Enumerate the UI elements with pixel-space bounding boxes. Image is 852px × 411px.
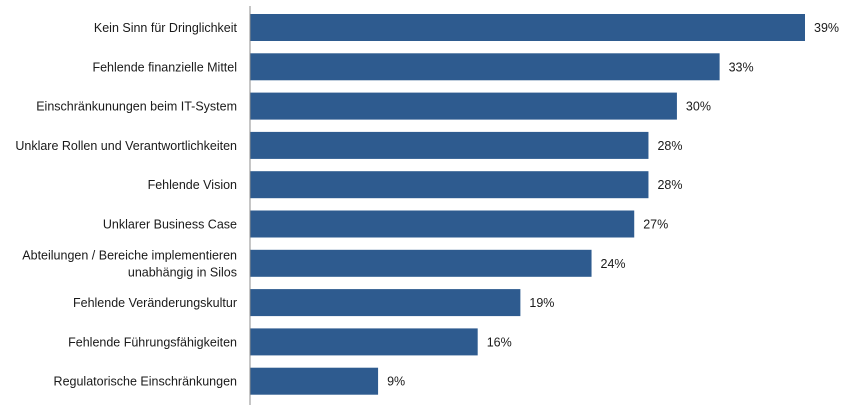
value-label-7: 24% [601, 257, 626, 271]
category-labels-group: Kein Sinn für Dringlichkeit Fehlende fina… [15, 21, 237, 389]
category-label-1: Kein Sinn für Dringlichkeit [94, 21, 238, 35]
category-label-6: Unklarer Business Case [103, 218, 237, 232]
value-label-4: 28% [657, 139, 682, 153]
category-label-5: Fehlende Vision [148, 178, 237, 192]
bar-10 [250, 367, 379, 395]
value-label-5: 28% [657, 178, 682, 192]
category-label-10: Regulatorische Einschränkungen [54, 375, 237, 389]
bars-group [250, 14, 805, 395]
bar-5 [250, 171, 649, 199]
category-label-3: Einschränkunungen beim IT-System [36, 100, 237, 114]
bar-4 [250, 131, 649, 159]
bar-8 [250, 289, 521, 317]
category-label-7: Abteilungen / Bereiche implementieren una… [22, 248, 237, 279]
bar-3 [250, 92, 677, 120]
value-label-9: 16% [487, 335, 512, 349]
bar-9 [250, 328, 478, 356]
value-labels-group: 39% 33% 30% 28% 28% 27% 24% 19% 16% 9% [387, 21, 839, 389]
value-label-10: 9% [387, 375, 405, 389]
category-label-2: Fehlende finanzielle Mittel [92, 60, 237, 74]
value-label-8: 19% [529, 296, 554, 310]
bar-7 [250, 249, 592, 277]
value-label-3: 30% [686, 100, 711, 114]
value-label-1: 39% [814, 21, 839, 35]
category-label-8: Fehlende Veränderungskultur [73, 296, 237, 310]
value-label-2: 33% [729, 60, 754, 74]
bar-1 [250, 14, 805, 41]
category-label-9: Fehlende Führungsfähigkeiten [68, 335, 237, 349]
category-label-4: Unklare Rollen und Verantwortlichkeiten [15, 139, 237, 153]
value-label-6: 27% [643, 218, 668, 232]
bar-6 [250, 210, 635, 238]
bar-2 [250, 53, 720, 81]
